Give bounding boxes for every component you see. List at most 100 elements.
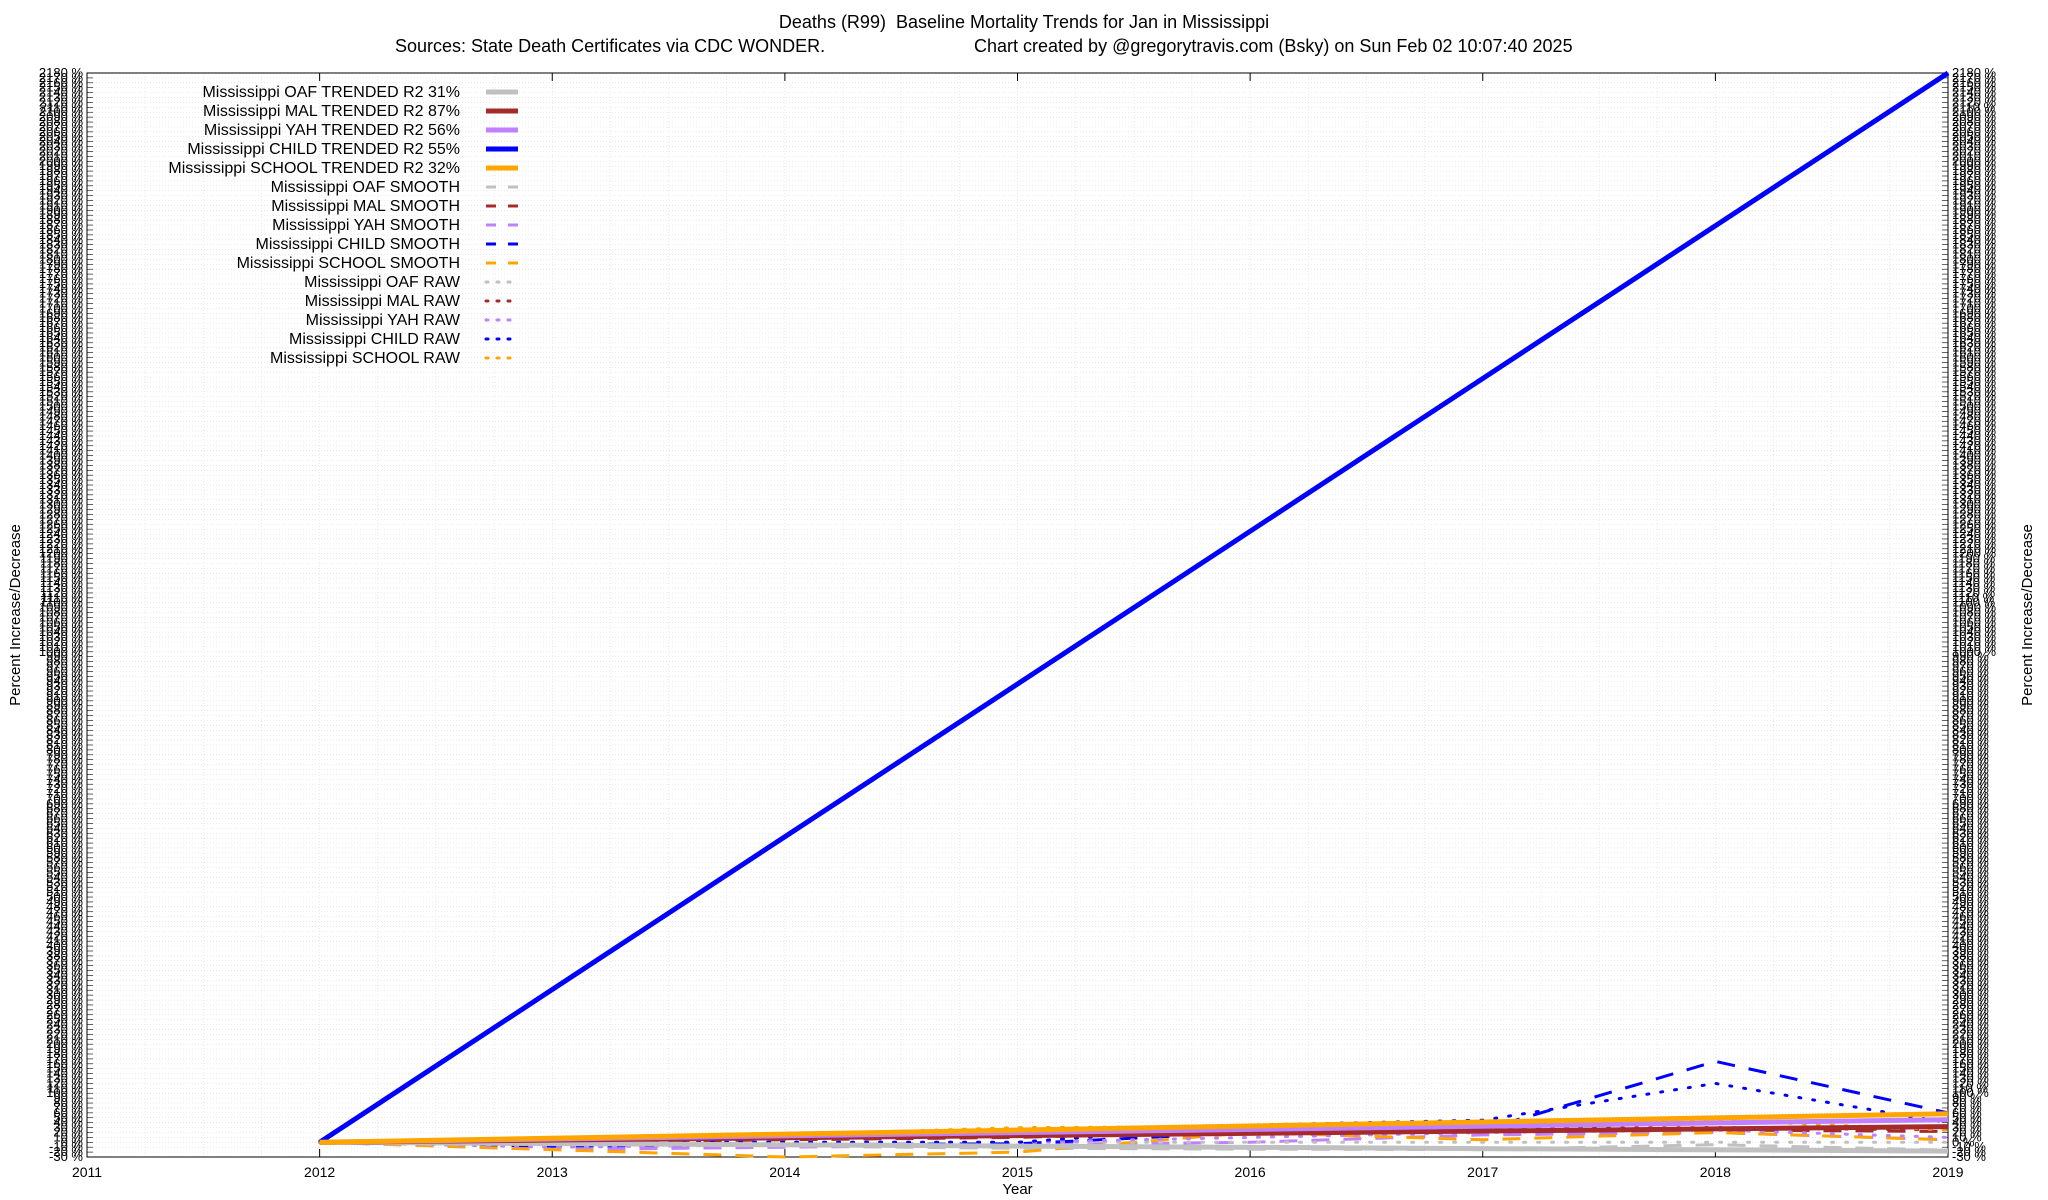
y-tick-label-left: 1940 % [39,183,84,198]
y-tick-label-left: 1810 % [39,246,84,261]
y-tick-label-left: 400 % [46,938,83,953]
y-axis-label-right: Percent Increase/Decrease [2019,524,2036,706]
y-tick-label-right: 990 % [1952,649,1989,664]
y-tick-label-right: 1060 % [1952,614,1997,629]
y-tick-label-left: 1850 % [39,227,84,242]
y-tick-label-left: 740 % [46,771,83,786]
y-tick-label-right: 470 % [1952,904,1989,919]
y-tick-label-left: 870 % [46,708,83,723]
y-tick-label-left: 1300 % [39,497,84,512]
y-tick-label-left: 640 % [46,820,83,835]
y-tick-label-left: 650 % [46,815,83,830]
y-tick-label-right: 660 % [1952,811,1989,826]
y-tick-label-right: 490 % [1952,894,1989,909]
y-axis-label: Percent Increase/Decrease [7,524,24,706]
y-tick-label-left: 1770 % [39,266,84,281]
y-tick-label-left: 1630 % [39,335,84,350]
y-tick-label-right: 690 % [1952,796,1989,811]
y-tick-label-right: 2020 % [1952,143,1997,158]
y-tick-label-left: 380 % [46,948,83,963]
y-tick-label-left: 2170 % [39,70,84,85]
y-tick-label-right: 790 % [1952,747,1989,762]
y-tick-label-left: 1340 % [39,477,84,492]
legend-entry-label: Mississippi YAH RAW [306,312,461,329]
y-tick-label-right: 1420 % [1952,438,1997,453]
y-tick-label-right: 1790 % [1952,256,1997,271]
y-tick-label-left: -20 % [49,1144,83,1159]
legend-entry-label: Mississippi OAF SMOOTH [271,179,460,196]
y-tick-label-left: 230 % [46,1021,83,1036]
y-tick-label-left: 90 % [53,1090,83,1105]
y-tick-label-left: 1920 % [39,193,84,208]
y-tick-label-right: 2070 % [1952,119,1997,134]
y-tick-label-right: 540 % [1952,869,1989,884]
y-tick-label-right: 1200 % [1952,546,1997,561]
y-tick-label-right: 1550 % [1952,374,1997,389]
y-tick-label-right: 1850 % [1952,227,1997,242]
y-tick-label-right: 1370 % [1952,462,1997,477]
y-tick-label-left: 1360 % [39,467,84,482]
y-tick-label-left: 240 % [46,1017,83,1032]
y-tick-label-left: 1320 % [39,487,84,502]
y-tick-label-right: 810 % [1952,737,1989,752]
y-tick-label-left: 1680 % [39,310,84,325]
y-tick-label-left: 270 % [46,1002,83,1017]
y-tick-label-left: 1270 % [39,511,84,526]
y-tick-label-left: 730 % [46,776,83,791]
y-tick-label-right: 1010 % [1952,639,1997,654]
y-tick-label-left: 2060 % [39,124,84,139]
y-tick-label-right: 250 % [1952,1012,1989,1027]
y-tick-label-right: 1450 % [1952,423,1997,438]
y-tick-label-left: 2010 % [39,148,84,163]
y-tick-label-left: 2070 % [39,119,84,134]
y-tick-label-left: 1760 % [39,271,84,286]
y-tick-label-right: 1340 % [1952,477,1997,492]
legend-entry-label: Mississippi OAF RAW [304,274,461,291]
y-tick-label-left: 960 % [46,663,83,678]
y-tick-label-left: 920 % [46,683,83,698]
y-tick-label-right: 1130 % [1952,580,1996,595]
y-tick-label-right: 620 % [1952,830,1989,845]
y-tick-label-left: 1690 % [39,305,84,320]
y-tick-label-right: 860 % [1952,712,1989,727]
y-tick-label-left: 1500 % [39,399,84,414]
y-tick-label-left: 60 % [53,1105,83,1120]
y-tick-label-right: 1610 % [1952,345,1997,360]
y-tick-label-right: 1640 % [1952,330,1997,345]
y-tick-label-left: 1930 % [39,188,84,203]
y-tick-label-left: 1130 % [40,580,84,595]
y-tick-label-left: 470 % [46,904,83,919]
y-tick-label-right: 1920 % [1952,193,1997,208]
y-tick-label-right: 2030 % [1952,139,1997,154]
y-tick-label-right: 1520 % [1952,389,1997,404]
y-tick-label-right: 1830 % [1952,237,1997,252]
y-tick-label-right: 1530 % [1952,384,1997,399]
y-tick-label-right: 730 % [1952,776,1989,791]
y-tick-label-right: 30 % [1952,1120,1982,1135]
y-tick-label-left: 20 % [53,1124,83,1139]
y-tick-label-right: 560 % [1952,860,1989,875]
series-line-1 [319,1139,1949,1154]
y-tick-label-right: 320 % [1952,977,1989,992]
y-tick-label-left: 1970 % [39,168,84,183]
y-tick-label-right: -30 % [1952,1149,1986,1164]
y-tick-label-left: 1510 % [39,394,84,409]
y-tick-label-left: 710 % [46,786,83,801]
y-tick-label-left: 300 % [46,987,83,1002]
legend-entry-label: Mississippi MAL RAW [305,293,461,310]
y-tick-label-left: 1410 % [39,443,84,458]
y-tick-label-right: 1740 % [1952,281,1997,296]
y-tick-label-left: 1480 % [39,408,84,423]
y-tick-label-right: 270 % [1952,1002,1989,1017]
y-tick-label-right: 1910 % [1952,197,1997,212]
y-tick-label-right: 500 % [1952,889,1989,904]
y-tick-label-left: 800 % [46,742,83,757]
y-tick-label-right: 1870 % [1952,217,1997,232]
y-tick-label-right: 1410 % [1952,443,1997,458]
y-tick-label-right: 1490 % [1952,403,1997,418]
x-tick-label: 2019 [1932,1164,1963,1180]
y-tick-label-left: 1870 % [39,217,84,232]
y-tick-label-left: 1460 % [39,418,84,433]
y-tick-label-left: 1030 % [39,629,84,644]
y-tick-label-right: 2100 % [1952,104,1997,119]
